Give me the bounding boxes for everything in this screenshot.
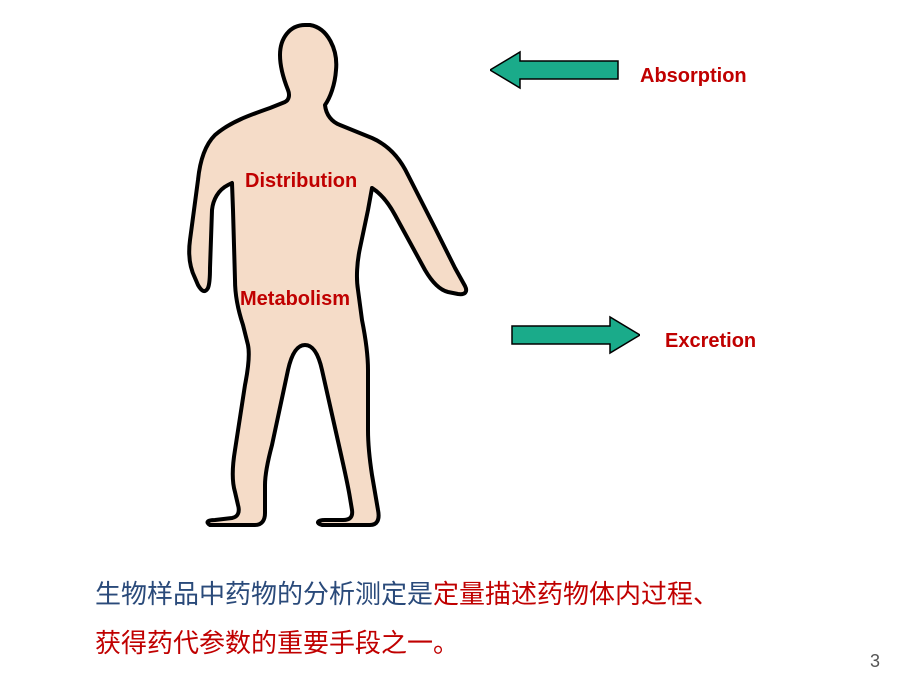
caption-part4: 获得药代参数的重要手段之一。 xyxy=(95,628,459,658)
caption-part1: 生物样品中药物的分析测定是 xyxy=(95,579,433,609)
body-outline xyxy=(189,25,466,525)
caption-part2: 定量描述药物体内过程 xyxy=(433,579,693,609)
metabolism-label: Metabolism xyxy=(240,288,350,311)
absorption-arrow xyxy=(490,50,620,90)
bottom-caption: 生物样品中药物的分析测定是定量描述药物体内过程、 获得药代参数的重要手段之一。 xyxy=(95,570,719,669)
page-number: 3 xyxy=(870,651,880,672)
human-body-silhouette xyxy=(140,10,520,530)
arrow-shape xyxy=(512,317,640,353)
absorption-label: Absorption xyxy=(640,65,747,88)
excretion-label: Excretion xyxy=(665,330,756,353)
excretion-arrow xyxy=(510,315,640,355)
arrow-shape xyxy=(490,52,618,88)
adme-diagram: Absorption Distribution Metabolism Excre… xyxy=(140,10,790,530)
caption-part3: 、 xyxy=(693,579,719,609)
distribution-label: Distribution xyxy=(245,170,357,193)
